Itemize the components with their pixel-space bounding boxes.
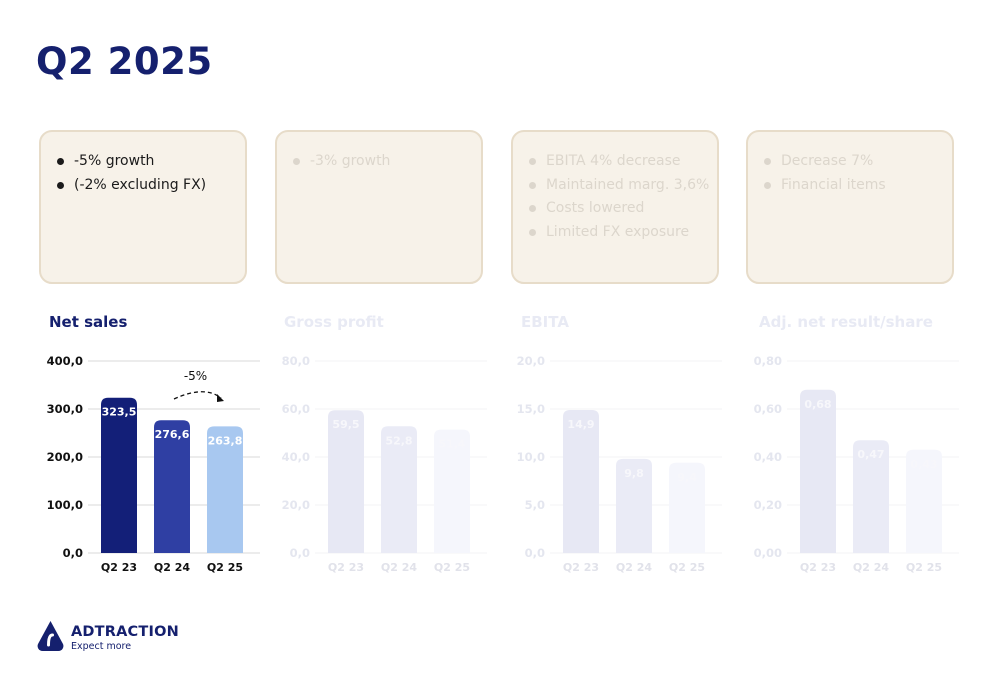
summary-item: Decrease 7%: [764, 150, 952, 174]
bar: [669, 462, 705, 553]
bar-value-label: 323,5: [102, 406, 137, 419]
x-tick-label: Q2 25: [906, 561, 942, 574]
summary-list: -3% growth: [277, 132, 481, 174]
chart-title-gross-profit: Gross profit: [284, 313, 384, 331]
bar: [853, 440, 889, 553]
logo-tagline: Expect more: [71, 641, 132, 652]
y-tick-label: 0,0: [290, 546, 310, 560]
y-tick-label: 0,40: [754, 450, 782, 464]
growth-arrow: [173, 391, 222, 400]
bar-value-label: 276,6: [155, 428, 190, 441]
y-tick-label: 20,0: [517, 354, 545, 368]
bar-value-label: 0,47: [857, 448, 884, 461]
page-title: Q2 2025: [36, 40, 213, 83]
chart-title-net-sales: Net sales: [49, 313, 128, 331]
x-tick-label: Q2 24: [616, 561, 652, 574]
bar-value-label: 0,68: [804, 398, 831, 411]
summary-item: -5% growth: [57, 150, 245, 174]
y-tick-label: 0,00: [754, 546, 782, 560]
summary-card-net-result: Decrease 7% Financial items: [746, 130, 954, 284]
bar: [906, 449, 942, 553]
summary-list: -5% growth (-2% excluding FX): [41, 132, 245, 197]
summary-card-net-sales: -5% growth (-2% excluding FX): [39, 130, 247, 284]
summary-item: Maintained marg. 3,6%: [529, 174, 717, 198]
x-tick-label: Q2 23: [800, 561, 836, 574]
y-tick-label: 0,0: [525, 546, 545, 560]
summary-item: Financial items: [764, 174, 952, 198]
y-tick-label: 0,0: [63, 546, 83, 560]
bar-value-label: 0,43: [910, 458, 937, 471]
bar-value-label: 9,8: [624, 467, 644, 480]
y-tick-label: 100,0: [47, 498, 83, 512]
bar: [800, 389, 836, 553]
x-tick-label: Q2 25: [434, 561, 470, 574]
x-tick-label: Q2 24: [853, 561, 889, 574]
bar: [328, 410, 364, 553]
adtraction-logo-icon: [37, 621, 64, 651]
y-tick-label: 60,0: [282, 402, 310, 416]
y-tick-label: 400,0: [47, 354, 83, 368]
bar: [381, 426, 417, 553]
bar-value-label: 14,9: [567, 418, 594, 431]
bar: [616, 458, 652, 553]
x-tick-label: Q2 24: [154, 561, 190, 574]
summary-item: Limited FX exposure: [529, 221, 717, 245]
x-tick-label: Q2 25: [207, 561, 243, 574]
y-tick-label: 5,0: [525, 498, 545, 512]
x-tick-label: Q2 24: [381, 561, 417, 574]
y-tick-label: 20,0: [282, 498, 310, 512]
bar-value-label: 52,8: [385, 434, 412, 447]
y-tick-label: 200,0: [47, 450, 83, 464]
bar-value-label: 263,8: [208, 434, 243, 447]
kpi-bar-charts: 0,0 100,0 200,0 300,0 400,0 323,5 Q2 23 276,6 Q2…: [47, 354, 959, 574]
y-tick-label: 0,60: [754, 402, 782, 416]
summary-item: EBITA 4% decrease: [529, 150, 717, 174]
logo-name: ADTRACTION: [71, 624, 179, 640]
bar: [101, 397, 137, 553]
x-tick-label: Q2 23: [101, 561, 137, 574]
bar: [154, 420, 190, 553]
bar: [207, 426, 243, 553]
y-tick-label: 10,0: [517, 450, 545, 464]
summary-item: -3% growth: [293, 150, 481, 174]
y-tick-label: 0,80: [754, 354, 782, 368]
y-tick-label: 0,20: [754, 498, 782, 512]
bar: [563, 409, 599, 553]
summary-list: EBITA 4% decrease Maintained marg. 3,6% …: [513, 132, 717, 244]
y-tick-label: 40,0: [282, 450, 310, 464]
chart-title-net-result-share: Adj. net result/share: [759, 313, 933, 331]
chart-title-ebita: EBITA: [521, 313, 569, 331]
summary-card-gross-profit: -3% growth: [275, 130, 483, 284]
growth-arrow-head: [217, 394, 224, 402]
bar-value-label: 9,4: [677, 471, 697, 484]
x-tick-label: Q2 25: [669, 561, 705, 574]
x-tick-label: Q2 23: [563, 561, 599, 574]
summary-item: Costs lowered: [529, 197, 717, 221]
x-tick-label: Q2 23: [328, 561, 364, 574]
y-tick-label: 15,0: [517, 402, 545, 416]
bar: [434, 429, 470, 553]
summary-list: Decrease 7% Financial items: [748, 132, 952, 197]
y-tick-label: 80,0: [282, 354, 310, 368]
bar-value-label: 59,5: [332, 418, 359, 431]
growth-annotation: -5%: [184, 369, 207, 383]
summary-card-ebita: EBITA 4% decrease Maintained marg. 3,6% …: [511, 130, 719, 284]
y-tick-label: 300,0: [47, 402, 83, 416]
summary-item: (-2% excluding FX): [57, 174, 245, 198]
bar-value-label: 51,4: [438, 438, 465, 451]
